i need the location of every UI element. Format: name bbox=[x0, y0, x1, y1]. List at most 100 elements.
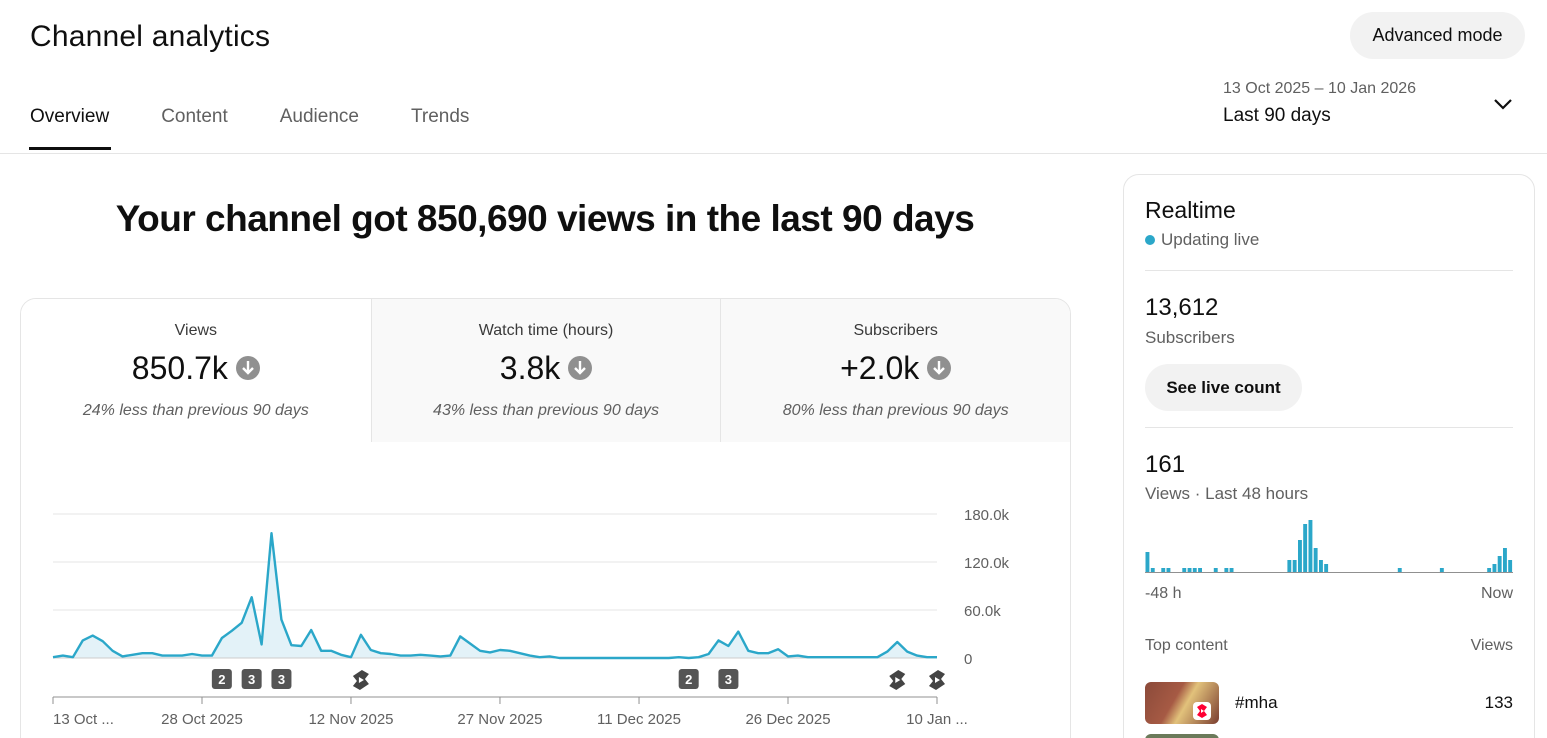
top-content-item[interactable]: #mha 133 bbox=[1145, 681, 1513, 725]
video-count-marker bbox=[718, 669, 739, 689]
views-chart[interactable]: 180.0k 120.0k 60.0k 0 13 Oct ... 28 Oct 2025 1… bbox=[21, 442, 1071, 738]
tab-content[interactable]: Content bbox=[161, 106, 228, 127]
realtime-bar bbox=[1487, 568, 1492, 572]
live-status-label: Updating live bbox=[1161, 230, 1260, 249]
x-tick-label: 13 Oct ... bbox=[53, 711, 114, 728]
metric-value: 850.7k bbox=[131, 349, 228, 386]
realtime-bar bbox=[1503, 548, 1507, 572]
realtime-bar bbox=[1319, 560, 1323, 572]
video-count-label: 3 bbox=[278, 672, 285, 687]
video-count-marker bbox=[678, 669, 699, 689]
date-range-label: Last 90 days bbox=[1223, 105, 1331, 126]
x-tick-label: 10 Jan ... bbox=[906, 711, 968, 728]
shorts-icon bbox=[889, 670, 906, 690]
metric-label: Subscribers bbox=[853, 322, 938, 339]
realtime-bar bbox=[1439, 568, 1444, 572]
views-area-fill bbox=[53, 533, 937, 658]
arrow-down-icon bbox=[927, 356, 952, 380]
realtime-axis-start: -48 h bbox=[1145, 585, 1182, 602]
realtime-bar bbox=[1308, 520, 1313, 572]
shorts-icon-play bbox=[358, 677, 364, 683]
top-content-views: 133 bbox=[1484, 693, 1513, 712]
y-tick-label: 0 bbox=[964, 651, 972, 668]
metric-value: 3.8k bbox=[499, 349, 561, 386]
realtime-title: Realtime bbox=[1145, 197, 1236, 223]
realtime-bar bbox=[1292, 560, 1297, 572]
video-count-label: 2 bbox=[218, 672, 225, 687]
live-status: Updating live bbox=[1145, 230, 1259, 250]
realtime-bar bbox=[1187, 568, 1192, 572]
tab-trends[interactable]: Trends bbox=[410, 106, 470, 127]
realtime-bar bbox=[1492, 564, 1497, 572]
shorts-badge-icon bbox=[1193, 702, 1211, 720]
realtime-bar bbox=[1182, 568, 1187, 572]
tab-overview[interactable]: Overview bbox=[28, 106, 112, 150]
date-range-dates: 13 Oct 2025 – 10 Jan 2026 bbox=[1223, 80, 1417, 97]
y-tick-label: 180.0k bbox=[964, 507, 1010, 524]
shorts-icon bbox=[929, 670, 945, 690]
realtime-bar bbox=[1192, 568, 1197, 572]
video-thumbnail[interactable] bbox=[1145, 734, 1219, 738]
views-headline: Your channel got 850,690 views in the la… bbox=[115, 198, 975, 239]
video-count-label: 3 bbox=[248, 672, 255, 687]
x-tick-label: 27 Nov 2025 bbox=[457, 711, 542, 728]
video-count-marker bbox=[271, 669, 292, 689]
video-count-label: 3 bbox=[725, 672, 732, 687]
arrow-down-icon bbox=[568, 356, 593, 380]
realtime-subscribers-label: Subscribers bbox=[1145, 328, 1235, 347]
video-count-marker bbox=[211, 669, 232, 689]
realtime-bar bbox=[1229, 568, 1234, 572]
realtime-bar-chart[interactable] bbox=[1145, 515, 1513, 575]
video-count-marker bbox=[241, 669, 262, 689]
y-tick-label: 60.0k bbox=[964, 603, 1001, 620]
top-content-label: Top content bbox=[1145, 637, 1228, 654]
arrow-down-icon bbox=[235, 356, 260, 380]
metrics-card: Views 850.7k 24% less than previous 90 d… bbox=[20, 298, 1071, 738]
divider bbox=[1145, 270, 1513, 271]
metric-label: Views bbox=[174, 322, 218, 339]
views-series-line bbox=[52, 532, 937, 660]
chevron-down-icon[interactable] bbox=[1493, 94, 1513, 114]
tabs-divider bbox=[0, 153, 1547, 154]
metric-label: Watch time (hours) bbox=[478, 322, 614, 339]
realtime-bar bbox=[1313, 548, 1318, 572]
tab-audience[interactable]: Audience bbox=[279, 106, 359, 127]
realtime-bar bbox=[1150, 568, 1155, 572]
shorts-icon bbox=[352, 670, 369, 690]
metric-tab-views[interactable]: Views 850.7k 24% less than previous 90 d… bbox=[21, 299, 371, 442]
page-title: Channel analytics bbox=[30, 20, 271, 53]
realtime-bar bbox=[1497, 556, 1502, 572]
realtime-bar bbox=[1213, 568, 1218, 572]
x-tick-label: 12 Nov 2025 bbox=[308, 711, 393, 728]
realtime-bar bbox=[1224, 568, 1229, 572]
realtime-bar bbox=[1397, 568, 1402, 572]
x-tick-label: 11 Dec 2025 bbox=[597, 711, 681, 728]
top-content-title: #mha bbox=[1235, 693, 1278, 712]
y-tick-label: 120.0k bbox=[964, 555, 1010, 572]
analytics-tabs: Overview Content Audience Trends bbox=[28, 106, 521, 150]
realtime-bar bbox=[1303, 524, 1308, 572]
realtime-subscribers-value: 13,612 bbox=[1145, 294, 1219, 321]
realtime-bar bbox=[1324, 564, 1329, 572]
shorts-icon-play bbox=[935, 677, 940, 683]
realtime-bar bbox=[1166, 568, 1171, 572]
realtime-bar bbox=[1145, 552, 1150, 572]
metric-value: +2.0k bbox=[840, 349, 920, 386]
x-tick-label: 26 Dec 2025 bbox=[745, 711, 830, 728]
realtime-views-label: Views · Last 48 hours bbox=[1145, 484, 1309, 503]
live-dot-icon bbox=[1145, 235, 1155, 245]
metric-tab-watch-time[interactable]: Watch time (hours) 3.8k 43% less than pr… bbox=[370, 299, 721, 442]
metric-comparison: 80% less than previous 90 days bbox=[782, 402, 1009, 419]
metric-tab-subscribers[interactable]: Subscribers +2.0k 80% less than previous… bbox=[720, 299, 1070, 442]
realtime-bar bbox=[1298, 540, 1302, 572]
see-live-count-button[interactable]: See live count bbox=[1145, 364, 1302, 411]
shorts-icon-play bbox=[895, 677, 901, 683]
date-range-picker[interactable]: 13 Oct 2025 – 10 Jan 2026 Last 90 days bbox=[1223, 80, 1523, 132]
x-tick-label: 28 Oct 2025 bbox=[161, 711, 243, 728]
realtime-views-value: 161 bbox=[1145, 451, 1186, 478]
top-content-views-label: Views bbox=[1470, 637, 1513, 654]
realtime-card: Realtime Updating live 13,612 Subscriber… bbox=[1123, 174, 1535, 738]
realtime-bar bbox=[1508, 560, 1513, 572]
video-count-label: 2 bbox=[685, 672, 692, 687]
advanced-mode-button[interactable]: Advanced mode bbox=[1350, 12, 1525, 59]
